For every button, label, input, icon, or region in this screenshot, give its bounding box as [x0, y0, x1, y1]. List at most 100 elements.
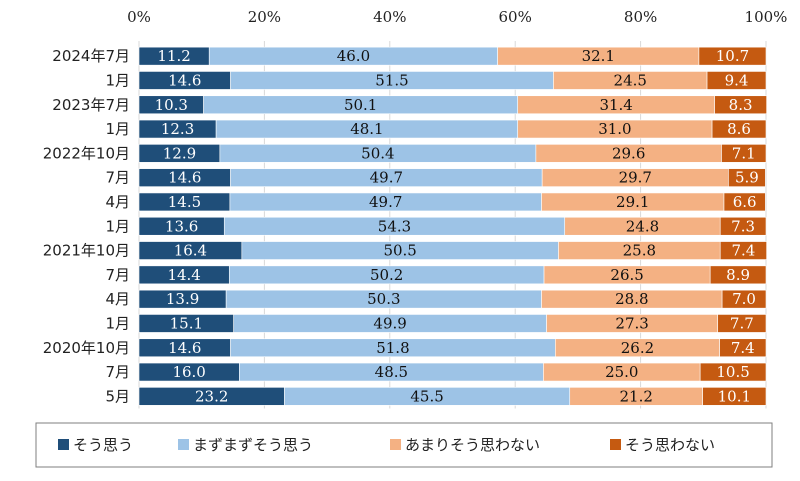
- data-label: 7.1: [732, 144, 756, 162]
- data-label: 11.2: [157, 47, 190, 65]
- data-label: 16.4: [174, 242, 207, 260]
- category-label: 1月: [105, 71, 130, 89]
- data-label: 23.2: [195, 387, 228, 405]
- data-label: 12.3: [161, 120, 194, 138]
- data-label: 50.2: [370, 266, 403, 284]
- data-label: 8.6: [727, 120, 751, 138]
- data-label: 50.5: [383, 242, 416, 260]
- bar-segment: [728, 168, 766, 187]
- data-label: 24.8: [626, 217, 659, 235]
- legend-label: そう思わない: [625, 436, 715, 454]
- data-label: 6.6: [733, 193, 757, 211]
- data-label: 14.6: [168, 71, 201, 89]
- bar-segment: [711, 119, 767, 139]
- data-label: 14.4: [167, 266, 200, 284]
- data-label: 48.5: [375, 363, 408, 381]
- data-label: 31.0: [598, 120, 631, 138]
- x-tick-label: 60%: [499, 8, 532, 26]
- data-label: 10.5: [716, 363, 749, 381]
- data-label: 50.1: [344, 96, 377, 114]
- data-label: 9.4: [725, 71, 749, 89]
- data-labels: 11.2 46.0 32.1 10.7 14.6 51.5 24.5 9.4 10.3 50.1 3…: [155, 47, 759, 405]
- legend-swatch: [58, 439, 69, 450]
- category-label: 1月: [105, 314, 130, 332]
- data-label: 45.5: [410, 387, 443, 405]
- data-label: 29.7: [619, 169, 652, 187]
- category-label: 2020年10月: [43, 339, 130, 357]
- bar-segment: [702, 387, 767, 406]
- category-label: 7月: [105, 266, 130, 284]
- category-label: 2024年7月: [52, 47, 130, 65]
- data-label: 26.5: [610, 266, 643, 284]
- x-tick-label: 80%: [624, 8, 657, 26]
- data-label: 28.8: [615, 290, 648, 308]
- bar-segment: [723, 192, 766, 212]
- data-label: 51.5: [375, 71, 408, 89]
- data-label: 14.6: [168, 169, 201, 187]
- data-label: 25.8: [623, 242, 656, 260]
- data-label: 49.7: [369, 193, 402, 211]
- data-label: 14.6: [168, 339, 201, 357]
- category-label: 7月: [105, 169, 130, 187]
- data-label: 10.3: [155, 96, 188, 114]
- bar-segment: [719, 338, 767, 358]
- data-label: 13.6: [165, 217, 198, 235]
- data-label: 49.7: [370, 169, 403, 187]
- data-label: 7.4: [731, 242, 755, 260]
- y-axis-category-labels: 2024年7月 1月 2023年7月 1月 2022年10月 7月 4月 1月 2021年10月…: [43, 47, 130, 405]
- data-label: 54.3: [378, 217, 411, 235]
- legend-label: まずまずそう思う: [193, 436, 313, 454]
- legend-label: そう思う: [73, 436, 133, 454]
- data-label: 46.0: [337, 47, 370, 65]
- data-label: 24.5: [614, 71, 647, 89]
- data-label: 49.9: [373, 314, 406, 332]
- category-label: 2022年10月: [43, 144, 130, 162]
- legend-swatch: [610, 439, 621, 450]
- legend-swatch: [178, 439, 189, 450]
- data-label: 7.3: [731, 217, 755, 235]
- category-label: 1月: [105, 120, 130, 138]
- data-label: 7.7: [730, 314, 754, 332]
- data-label: 27.3: [615, 314, 648, 332]
- data-label: 5.9: [735, 169, 759, 187]
- data-label: 29.6: [612, 144, 645, 162]
- legend-swatch: [390, 439, 401, 450]
- data-label: 13.9: [166, 290, 199, 308]
- bar-segment: [706, 71, 767, 90]
- legend-label: あまりそう思わない: [405, 436, 540, 454]
- bar-segment: [721, 144, 767, 163]
- legend-frame: [35, 422, 773, 468]
- bar-segment: [714, 95, 767, 115]
- data-label: 29.1: [616, 193, 649, 211]
- x-tick-label: 100%: [745, 8, 788, 26]
- bar-segment: [717, 314, 767, 333]
- category-label: 4月: [105, 290, 130, 308]
- x-tick-label: 20%: [248, 8, 281, 26]
- data-label: 32.1: [582, 47, 615, 65]
- category-label: 4月: [105, 193, 130, 211]
- data-label: 10.7: [716, 47, 749, 65]
- data-label: 25.0: [605, 363, 638, 381]
- category-label: 2021年10月: [43, 242, 130, 260]
- data-label: 15.1: [170, 314, 203, 332]
- bar-segment: [709, 265, 767, 285]
- data-label: 8.9: [726, 266, 750, 284]
- data-label: 10.1: [718, 387, 751, 405]
- data-label: 8.3: [729, 96, 753, 114]
- bar-segment: [698, 46, 767, 66]
- data-label: 50.4: [361, 144, 394, 162]
- x-axis-tick-labels: 0% 20% 40% 60% 80% 100%: [127, 8, 787, 26]
- data-label: 50.3: [367, 290, 400, 308]
- data-label: 7.4: [731, 339, 755, 357]
- bar-segment: [721, 289, 767, 309]
- category-label: 1月: [105, 217, 130, 235]
- category-label: 2023年7月: [52, 96, 130, 114]
- data-label: 51.8: [376, 339, 409, 357]
- legend: そう思う まずまずそう思う あまりそう思わない そう思わない: [35, 422, 773, 468]
- x-tick-label: 40%: [373, 8, 406, 26]
- category-label: 7月: [105, 363, 130, 381]
- data-label: 48.1: [350, 120, 383, 138]
- data-label: 21.2: [620, 387, 653, 405]
- bar-segment: [719, 241, 767, 260]
